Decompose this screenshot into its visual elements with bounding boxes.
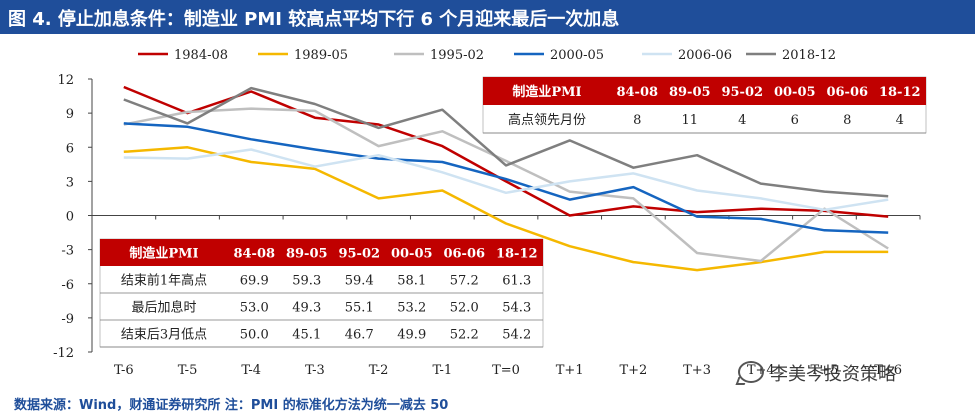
y-tick-label: 0 bbox=[66, 210, 74, 225]
x-tick-label: T-2 bbox=[369, 363, 389, 378]
pmi-level-table-cell: 45.1 bbox=[292, 328, 321, 343]
peak-lead-table-cell: 高点领先月份 bbox=[508, 112, 586, 128]
pmi-level-table-header-bg bbox=[100, 239, 543, 266]
pmi-level-table-cell: 59.4 bbox=[345, 274, 374, 289]
y-tick-label: 9 bbox=[66, 107, 74, 122]
pmi-level-table-header-cell: 00-05 bbox=[391, 247, 433, 262]
watermark-text: 李美岑投资策略 bbox=[770, 364, 896, 385]
pmi-level-table-header-cell: 06-06 bbox=[443, 247, 485, 262]
x-tick-label: T+3 bbox=[683, 363, 711, 378]
pmi-level-table-cell: 53.2 bbox=[397, 301, 426, 316]
pmi-level-table-cell: 54.2 bbox=[502, 328, 531, 343]
legend-label-1995-02: 1995-02 bbox=[430, 48, 484, 63]
peak-lead-table-cell: 11 bbox=[681, 113, 698, 128]
y-tick-label: -3 bbox=[61, 244, 74, 259]
title-bar: 图 4. 停止加息条件：制造业 PMI 较高点平均下行 6 个月迎来最后一次加息 bbox=[0, 0, 975, 34]
pmi-level-table-header-cell: 18-12 bbox=[496, 247, 538, 262]
pmi-level-table-cell: 58.1 bbox=[397, 274, 426, 289]
pmi-level-table-cell: 49.9 bbox=[397, 328, 426, 343]
peak-lead-table-cell: 4 bbox=[896, 113, 904, 128]
pmi-level-table-header-cell: 84-08 bbox=[233, 247, 275, 262]
pmi-level-table-cell: 52.2 bbox=[450, 328, 479, 343]
pmi-level-table-cell: 49.3 bbox=[292, 301, 321, 316]
x-tick-label: T-3 bbox=[305, 363, 325, 378]
peak-lead-table-header-cell: 18-12 bbox=[879, 85, 921, 100]
x-tick-label: T+1 bbox=[556, 363, 584, 378]
pmi-level-table-cell: 61.3 bbox=[502, 274, 531, 289]
pmi-level-table: 制造业PMI 84-08 89-05 95-02 00-05 06-06 18-12 结束前1… bbox=[99, 238, 544, 348]
peak-lead-table-header-cell: 89-05 bbox=[669, 85, 711, 100]
pmi-level-table-cell: 54.3 bbox=[502, 301, 531, 316]
pmi-level-table-cell: 结束后3月低点 bbox=[121, 328, 207, 343]
peak-lead-table: 制造业PMI 84-08 89-05 95-02 00-05 06-06 18-12 高点领先… bbox=[482, 76, 927, 134]
series-line-1984-08 bbox=[123, 85, 889, 218]
pmi-level-table-cell: 69.9 bbox=[240, 274, 269, 289]
watermark: 李美岑投资策略 bbox=[738, 360, 896, 386]
peak-lead-table-header-cell: 95-02 bbox=[721, 85, 763, 100]
x-tick-label: T+6 bbox=[874, 363, 902, 378]
legend-label-2018-12: 2018-12 bbox=[782, 48, 836, 63]
pmi-level-table-cell: 55.1 bbox=[345, 301, 374, 316]
series-lines bbox=[123, 85, 889, 272]
pmi-level-table-cell: 52.0 bbox=[450, 301, 479, 316]
pmi-level-table-cell: 57.2 bbox=[450, 274, 479, 289]
y-tick-label: 12 bbox=[57, 73, 74, 88]
source-note: 数据来源：Wind，财通证券研究所 注：PMI 的标准化方法为统一减去 50 bbox=[14, 398, 449, 413]
series-line-2000-05 bbox=[123, 122, 889, 234]
x-tick-label: T+2 bbox=[619, 363, 647, 378]
y-tick-label: -9 bbox=[61, 312, 74, 327]
pmi-level-table-cell: 最后加息时 bbox=[131, 300, 196, 316]
legend-label-1989-05: 1989-05 bbox=[294, 48, 348, 63]
y-tick-label: -12 bbox=[53, 346, 74, 361]
legend-label-2006-06: 2006-06 bbox=[678, 48, 732, 63]
chart-title: 图 4. 停止加息条件：制造业 PMI 较高点平均下行 6 个月迎来最后一次加息 bbox=[8, 9, 620, 30]
peak-lead-table-header-bg bbox=[483, 77, 926, 105]
pmi-level-table-cell: 59.3 bbox=[292, 274, 321, 289]
pmi-level-table-header-cell: 制造业PMI bbox=[129, 246, 198, 262]
legend-label-1984-08: 1984-08 bbox=[174, 48, 228, 63]
pmi-level-table-cell: 53.0 bbox=[240, 301, 269, 316]
x-tick-label: T-6 bbox=[114, 363, 134, 378]
peak-lead-table-header-cell: 84-08 bbox=[616, 85, 658, 100]
series-line-1995-02 bbox=[123, 107, 889, 263]
x-tick-label: T-4 bbox=[241, 363, 261, 378]
peak-lead-table-header-cell: 制造业PMI bbox=[512, 84, 581, 100]
series-line-2018-12 bbox=[123, 86, 889, 198]
line-chart: 1984-08 1989-05 1995-02 2000-05 2006-06 2018-… bbox=[53, 48, 927, 378]
y-tick-label: 3 bbox=[66, 175, 74, 190]
data-tables: 制造业PMI 84-08 89-05 95-02 00-05 06-06 18-12 高点领先… bbox=[99, 76, 927, 348]
wechat-icon bbox=[738, 361, 764, 383]
peak-lead-table-header-cell: 00-05 bbox=[774, 85, 816, 100]
x-tick-label: T-1 bbox=[432, 363, 452, 378]
peak-lead-table-header-cell: 06-06 bbox=[826, 85, 868, 100]
y-tick-label: -6 bbox=[61, 278, 74, 293]
x-tick-label: T-5 bbox=[178, 363, 198, 378]
y-tick-label: 6 bbox=[66, 141, 74, 156]
pmi-level-table-header-cell: 89-05 bbox=[286, 247, 328, 262]
legend: 1984-08 1989-05 1995-02 2000-05 2006-06 2018-… bbox=[138, 48, 836, 63]
peak-lead-table-cell: 4 bbox=[738, 113, 746, 128]
pmi-level-table-cell: 50.0 bbox=[240, 328, 269, 343]
peak-lead-table-cell: 8 bbox=[633, 113, 641, 128]
x-tick-label: T+5 bbox=[811, 363, 839, 378]
pmi-level-table-cell: 46.7 bbox=[345, 328, 374, 343]
axes: 12 9 6 3 0 -3 -6 -9 -12 T-6 T-5 T-4 T-3 T-2 T-1 T=0 T+1 T… bbox=[53, 73, 921, 378]
peak-lead-table-cell: 6 bbox=[791, 113, 799, 128]
legend-label-2000-05: 2000-05 bbox=[550, 48, 604, 63]
pmi-level-table-header-cell: 95-02 bbox=[338, 247, 380, 262]
pmi-level-table-cell: 结束前1年高点 bbox=[121, 273, 207, 289]
peak-lead-table-cell: 8 bbox=[843, 113, 851, 128]
series-line-2006-06 bbox=[123, 148, 889, 212]
x-tick-label: T=0 bbox=[492, 363, 520, 378]
